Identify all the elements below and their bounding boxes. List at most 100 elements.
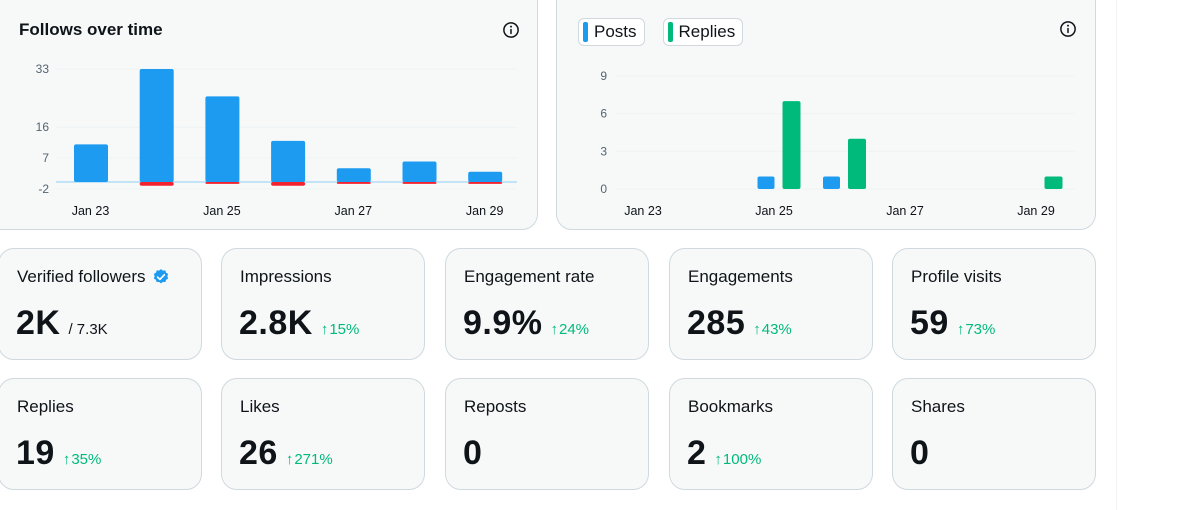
bar-unfollows (468, 182, 503, 184)
arrow-up-icon: ↑ (714, 451, 722, 468)
legend-swatch-replies (667, 22, 673, 42)
bar-replies (782, 101, 801, 189)
chart-legend: Posts Replies (578, 18, 744, 46)
x-tick-label: Jan 25 (755, 204, 793, 218)
stat-card-engagements[interactable]: Engagements 285 ↑ 43% (669, 248, 873, 360)
stat-label: Engagement rate (464, 267, 595, 286)
stat-value: 59 (910, 304, 949, 342)
stat-value: 2 (687, 434, 707, 472)
stat-card-profile-visits[interactable]: Profile visits 59 ↑ 73% (892, 248, 1096, 360)
follows-chart-card: Follows over time 33 16 7 -2 Jan 23 Jan 25 Jan… (0, 0, 538, 230)
y-tick-label: -2 (38, 182, 49, 196)
x-tick-label: Jan 23 (624, 204, 662, 218)
arrow-up-icon: ↑ (320, 321, 329, 338)
posts-replies-chart: 9 6 3 0 Jan 23 Jan 25 Jan 27 Jan 29 (600, 69, 1075, 218)
info-icon[interactable] (502, 21, 520, 39)
stat-value-row: 2 ↑ 100% (687, 434, 761, 473)
legend-item-replies[interactable]: Replies (662, 18, 744, 46)
stat-card-reposts[interactable]: Reposts 0 (445, 378, 649, 490)
stat-card-engagement-rate[interactable]: Engagement rate 9.9% ↑ 24% (445, 248, 649, 360)
stat-change: ↑ 24% (551, 321, 590, 338)
stat-label: Likes (240, 397, 280, 416)
stat-change-value: 100% (722, 451, 762, 468)
stat-value: 0 (910, 434, 930, 472)
bar-follows (271, 140, 306, 182)
x-tick-label: Jan 29 (466, 204, 504, 218)
stat-change: ↑ 35% (63, 451, 102, 468)
legend-swatch-posts (583, 22, 588, 42)
stat-value-row: 9.9% ↑ 24% (463, 304, 589, 343)
arrow-up-icon: ↑ (550, 321, 559, 338)
stat-change: ↑ 73% (957, 321, 996, 338)
stat-total: / 7.3K (68, 321, 108, 338)
legend-label-replies: Replies (678, 22, 736, 41)
bar-follows (468, 171, 503, 182)
stat-label-text: Verified followers (17, 267, 146, 286)
y-tick-label: 9 (600, 69, 607, 83)
stat-change-value: 24% (559, 321, 590, 338)
stat-value-row: 0 (910, 434, 929, 473)
stat-label: Replies (17, 397, 74, 416)
stat-value-row: 0 (463, 434, 482, 473)
stat-value-row: 2K / 7.3K (16, 304, 108, 343)
stat-value-row: 285 ↑ 43% (687, 304, 792, 343)
arrow-up-icon: ↑ (753, 321, 761, 338)
y-tick-label: 0 (600, 182, 607, 196)
stat-label: Profile visits (911, 267, 1002, 286)
x-tick-label: Jan 29 (1017, 204, 1055, 218)
stat-label: Reposts (464, 397, 527, 416)
bar-unfollows (336, 182, 371, 184)
stat-card-shares[interactable]: Shares 0 (892, 378, 1096, 490)
stat-label: Engagements (688, 267, 793, 286)
follows-chart: 33 16 7 -2 Jan 23 Jan 25 Jan 27 Jan 29 (36, 62, 517, 218)
stat-value: 2K (16, 304, 61, 342)
x-tick-label: Jan 27 (335, 204, 373, 218)
stat-value-row: 19 ↑ 35% (16, 434, 101, 473)
x-tick-label: Jan 27 (886, 204, 924, 218)
stat-label: Impressions (240, 267, 332, 286)
bar-posts (823, 176, 840, 189)
arrow-up-icon: ↑ (956, 321, 965, 338)
info-icon[interactable] (1059, 20, 1077, 38)
y-tick-label: 16 (36, 120, 50, 134)
follows-chart-title: Follows over time (19, 20, 163, 39)
stat-value: 0 (463, 434, 483, 472)
bar-unfollows (205, 182, 240, 184)
legend-item-posts[interactable]: Posts (578, 18, 645, 46)
stat-card-likes[interactable]: Likes 26 ↑ 271% (221, 378, 425, 490)
stat-value-row: 59 ↑ 73% (910, 304, 995, 343)
stat-label: Shares (911, 397, 965, 416)
stat-card-impressions[interactable]: Impressions 2.8K ↑ 15% (221, 248, 425, 360)
y-tick-label: 33 (36, 62, 50, 76)
arrow-up-icon: ↑ (62, 451, 71, 468)
stat-card-replies[interactable]: Replies 19 ↑ 35% (0, 378, 202, 490)
verified-badge-icon (153, 269, 168, 284)
stat-label: Verified followers (17, 267, 170, 287)
y-tick-label: 6 (600, 107, 607, 121)
y-tick-label: 7 (42, 151, 49, 165)
stat-change-value: 15% (329, 321, 360, 338)
bar-follows (139, 69, 174, 182)
bar-follows (74, 144, 108, 182)
stat-change: ↑ 15% (321, 321, 360, 338)
y-tick-label: 3 (600, 144, 607, 158)
stat-change: ↑ 271% (286, 451, 333, 468)
bar-replies (1044, 176, 1063, 189)
posts-replies-chart-card: Posts Replies 9 6 3 0 Jan 23 Jan 25 Jan 27 Jan … (556, 0, 1096, 230)
legend-label-posts: Posts (594, 22, 637, 41)
page-divider (1116, 0, 1117, 510)
x-tick-label: Jan 25 (203, 204, 241, 218)
bar-posts (757, 176, 775, 189)
bar-unfollows (271, 182, 306, 186)
stat-value: 285 (687, 304, 746, 342)
stat-card-verified-followers[interactable]: Verified followers 2K / 7.3K (0, 248, 202, 360)
stat-value: 19 (16, 434, 55, 472)
stat-card-bookmarks[interactable]: Bookmarks 2 ↑ 100% (669, 378, 873, 490)
arrow-up-icon: ↑ (285, 451, 294, 468)
stat-label: Bookmarks (688, 397, 774, 416)
stat-value-row: 2.8K ↑ 15% (239, 304, 359, 343)
stat-change-value: 35% (71, 451, 102, 468)
stat-value: 2.8K (239, 304, 313, 342)
bar-follows (336, 168, 371, 182)
bar-unfollows (139, 182, 174, 186)
